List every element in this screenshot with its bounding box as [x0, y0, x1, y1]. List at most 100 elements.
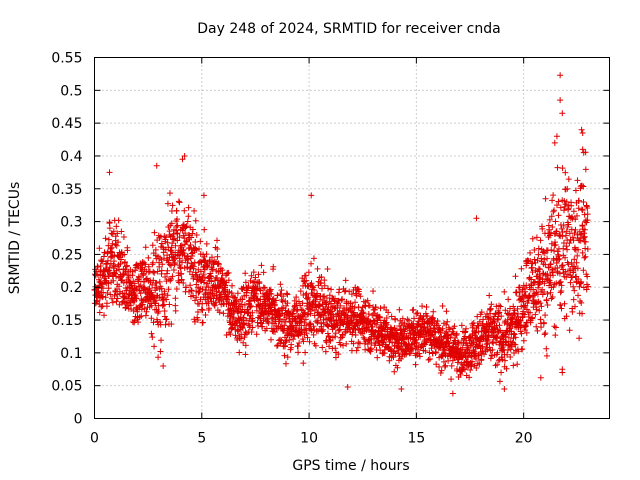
- data-point: [496, 378, 503, 385]
- data-point: [503, 365, 510, 372]
- data-point: [490, 328, 497, 335]
- data-point: [557, 289, 564, 296]
- data-point: [327, 300, 334, 307]
- data-point: [133, 295, 140, 302]
- data-point: [504, 351, 511, 358]
- data-point: [426, 355, 433, 362]
- data-point: [256, 286, 263, 293]
- data-point: [563, 313, 570, 320]
- y-axis-label: SRMTID / TECUs: [7, 182, 23, 295]
- data-point: [114, 230, 121, 237]
- data-point: [156, 263, 163, 270]
- data-point: [229, 282, 236, 289]
- data-point: [140, 271, 147, 278]
- data-point: [470, 347, 477, 354]
- data-point: [138, 306, 145, 313]
- data-point: [110, 228, 117, 235]
- data-point: [252, 274, 259, 281]
- data-point: [388, 313, 395, 320]
- data-point: [284, 354, 291, 361]
- data-point: [281, 343, 288, 350]
- data-point: [367, 348, 374, 355]
- data-point: [360, 334, 367, 341]
- data-point: [118, 256, 125, 263]
- data-point: [245, 309, 252, 316]
- data-point: [510, 303, 517, 310]
- data-point: [184, 218, 191, 225]
- data-point: [115, 239, 122, 246]
- data-point: [337, 302, 344, 309]
- data-point: [153, 284, 160, 291]
- data-point: [133, 284, 140, 291]
- data-point: [559, 229, 566, 236]
- data-point: [174, 237, 181, 244]
- data-point: [310, 255, 317, 262]
- data-point: [320, 312, 327, 319]
- data-point: [442, 362, 449, 369]
- data-point: [550, 272, 557, 279]
- data-point: [105, 285, 112, 292]
- data-point: [282, 360, 289, 367]
- data-point: [571, 287, 578, 294]
- data-point: [319, 344, 326, 351]
- data-point: [173, 285, 180, 292]
- data-point: [150, 319, 157, 326]
- data-point: [575, 276, 582, 283]
- data-point: [352, 299, 359, 306]
- data-point: [581, 254, 588, 261]
- data-point: [314, 265, 321, 272]
- data-point: [565, 205, 572, 212]
- data-point: [557, 72, 564, 79]
- data-point: [512, 273, 519, 280]
- data-point: [381, 350, 388, 357]
- data-point: [354, 344, 361, 351]
- data-point: [404, 344, 411, 351]
- data-point: [514, 305, 521, 312]
- data-point: [325, 333, 332, 340]
- data-point: [277, 281, 284, 288]
- data-point: [550, 192, 557, 199]
- data-point: [268, 291, 275, 298]
- data-point: [541, 331, 548, 338]
- data-point: [385, 309, 392, 316]
- data-point: [515, 348, 522, 355]
- data-point: [501, 288, 508, 295]
- data-point: [180, 250, 187, 257]
- data-point: [397, 355, 404, 362]
- data-point: [274, 292, 281, 299]
- data-point: [582, 253, 589, 260]
- data-point: [280, 293, 287, 300]
- data-point: [494, 334, 501, 341]
- data-point: [467, 366, 474, 373]
- data-point: [281, 352, 288, 359]
- data-point: [114, 295, 121, 302]
- data-point: [192, 239, 199, 246]
- data-point: [575, 197, 582, 204]
- data-point: [276, 306, 283, 313]
- data-point: [557, 302, 564, 309]
- data-point: [542, 312, 549, 319]
- data-point: [460, 365, 467, 372]
- data-point: [565, 261, 572, 268]
- data-point: [413, 310, 420, 317]
- data-point: [376, 342, 383, 349]
- data-point: [283, 302, 290, 309]
- data-point: [302, 349, 309, 356]
- data-point: [422, 338, 429, 345]
- data-point: [428, 342, 435, 349]
- data-point: [584, 273, 591, 280]
- data-point: [222, 282, 229, 289]
- data-point: [496, 302, 503, 309]
- data-points: [91, 72, 592, 397]
- data-point: [576, 335, 583, 342]
- data-point: [580, 198, 587, 205]
- data-point: [555, 198, 562, 205]
- data-point: [100, 253, 107, 260]
- data-point: [559, 366, 566, 373]
- data-point: [489, 346, 496, 353]
- data-point: [396, 306, 403, 313]
- data-point: [536, 266, 543, 273]
- data-point: [487, 310, 494, 317]
- data-point: [107, 291, 114, 298]
- data-point: [332, 354, 339, 361]
